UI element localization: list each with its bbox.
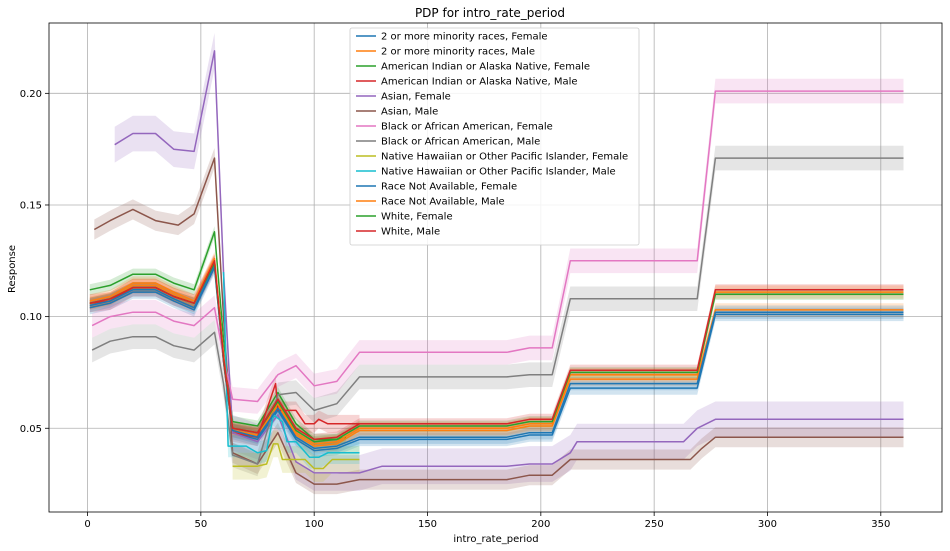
y-axis-ticks: 0.05 0.10 0.15 0.20 [20, 89, 49, 435]
y-tick-label: 0.10 [20, 312, 42, 323]
legend-label: 2 or more minority races, Female [381, 32, 548, 43]
series-line-9 [232, 443, 360, 470]
series-line-7 [91, 90, 904, 403]
series-line-3 [89, 231, 347, 441]
legend-label: Race Not Available, Male [381, 197, 505, 208]
x-tick-label: 300 [758, 519, 777, 530]
legend-label: White, Female [381, 212, 453, 223]
y-tick-label: 0.05 [20, 424, 42, 435]
legend-label: Race Not Available, Female [381, 182, 517, 193]
x-tick-label: 350 [871, 519, 890, 530]
x-axis-title: intro_rate_period [453, 534, 538, 545]
legend-label: 2 or more minority races, Male [381, 47, 535, 58]
legend-label: Asian, Male [381, 107, 438, 118]
series-line-1 [89, 266, 904, 452]
confidence-band-8 [92, 145, 904, 477]
y-tick-label: 0.20 [20, 89, 42, 100]
confidence-band-9 [232, 430, 360, 482]
series-line-5 [114, 50, 904, 474]
series-line-8 [91, 157, 904, 465]
series-line-14 [89, 260, 904, 441]
legend-label: American Indian or Alaska Native, Female [381, 62, 590, 73]
confidence-band-10 [223, 260, 360, 469]
series-line-11 [89, 264, 904, 450]
legend-label: American Indian or Alaska Native, Male [381, 77, 578, 88]
series-line-12 [89, 257, 904, 445]
confidence-band-4 [89, 254, 360, 447]
legend-label: Black or African American, Male [381, 137, 540, 148]
confidence-band-7 [92, 78, 904, 414]
legend-label: Native Hawaiian or Other Pacific Islande… [381, 152, 628, 163]
legend-label: Asian, Female [381, 92, 451, 103]
x-tick-label: 100 [305, 519, 324, 530]
legend-label: Native Hawaiian or Other Pacific Islande… [381, 167, 616, 178]
legend: 2 or more minority races, Female 2 or mor… [349, 27, 640, 246]
y-tick-label: 0.15 [20, 200, 42, 211]
series-line-6 [93, 157, 904, 485]
legend-label: Black or African American, Female [381, 122, 553, 133]
x-axis-ticks: 0 50 100 150 200 250 300 350 [84, 512, 890, 530]
legend-label: White, Male [381, 227, 440, 238]
x-tick-label: 250 [645, 519, 664, 530]
chart-title: PDP for intro_rate_period [415, 6, 565, 20]
x-tick-label: 0 [84, 519, 90, 530]
series-lines [89, 50, 904, 485]
x-tick-label: 200 [531, 519, 550, 530]
x-tick-label: 150 [418, 519, 437, 530]
y-axis-title: Response [7, 245, 18, 293]
series-line-10 [222, 271, 360, 459]
legend-box [349, 27, 640, 246]
x-tick-label: 50 [194, 519, 207, 530]
plot-frame [48, 22, 943, 513]
series-line-2 [89, 260, 904, 447]
